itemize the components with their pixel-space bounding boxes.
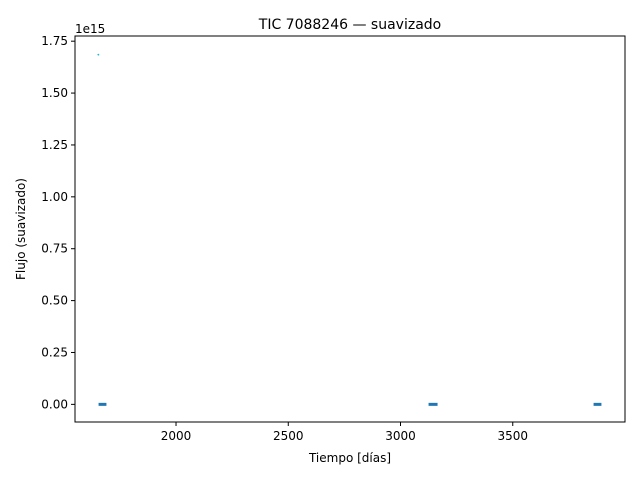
plot-area [74, 35, 626, 423]
series [97, 53, 602, 406]
y-tick-label: 0.50 [41, 294, 68, 308]
y-tick-label: 1.75 [41, 34, 68, 48]
x-axis-label: Tiempo [días] [308, 451, 391, 465]
x-tick-label: 3500 [497, 429, 528, 443]
y-tick-label: 0.25 [41, 345, 68, 359]
data-segment [98, 402, 107, 406]
x-tick-label: 2000 [161, 429, 192, 443]
y-tick-label: 0.75 [41, 242, 68, 256]
x-axis: 2000 2500 3000 3500 [161, 422, 528, 443]
y-tick-label: 1.50 [41, 86, 68, 100]
y-tick-label: 1.00 [41, 190, 68, 204]
data-point [97, 53, 100, 56]
x-tick-label: 2500 [273, 429, 304, 443]
x-tick-label: 3000 [385, 429, 416, 443]
y-axis-label: Flujo (suavizado) [14, 178, 28, 280]
chart-title: TIC 7088246 — suavizado [258, 17, 441, 33]
y-tick-label: 0.00 [41, 397, 68, 411]
y-tick-label: 1.25 [41, 138, 68, 152]
y-axis: 0.00 0.25 0.50 0.75 1.00 1.25 1.50 1.75 [41, 34, 75, 411]
data-segment [428, 402, 438, 406]
data-segment [593, 402, 602, 406]
y-offset-label: 1e15 [75, 22, 105, 36]
